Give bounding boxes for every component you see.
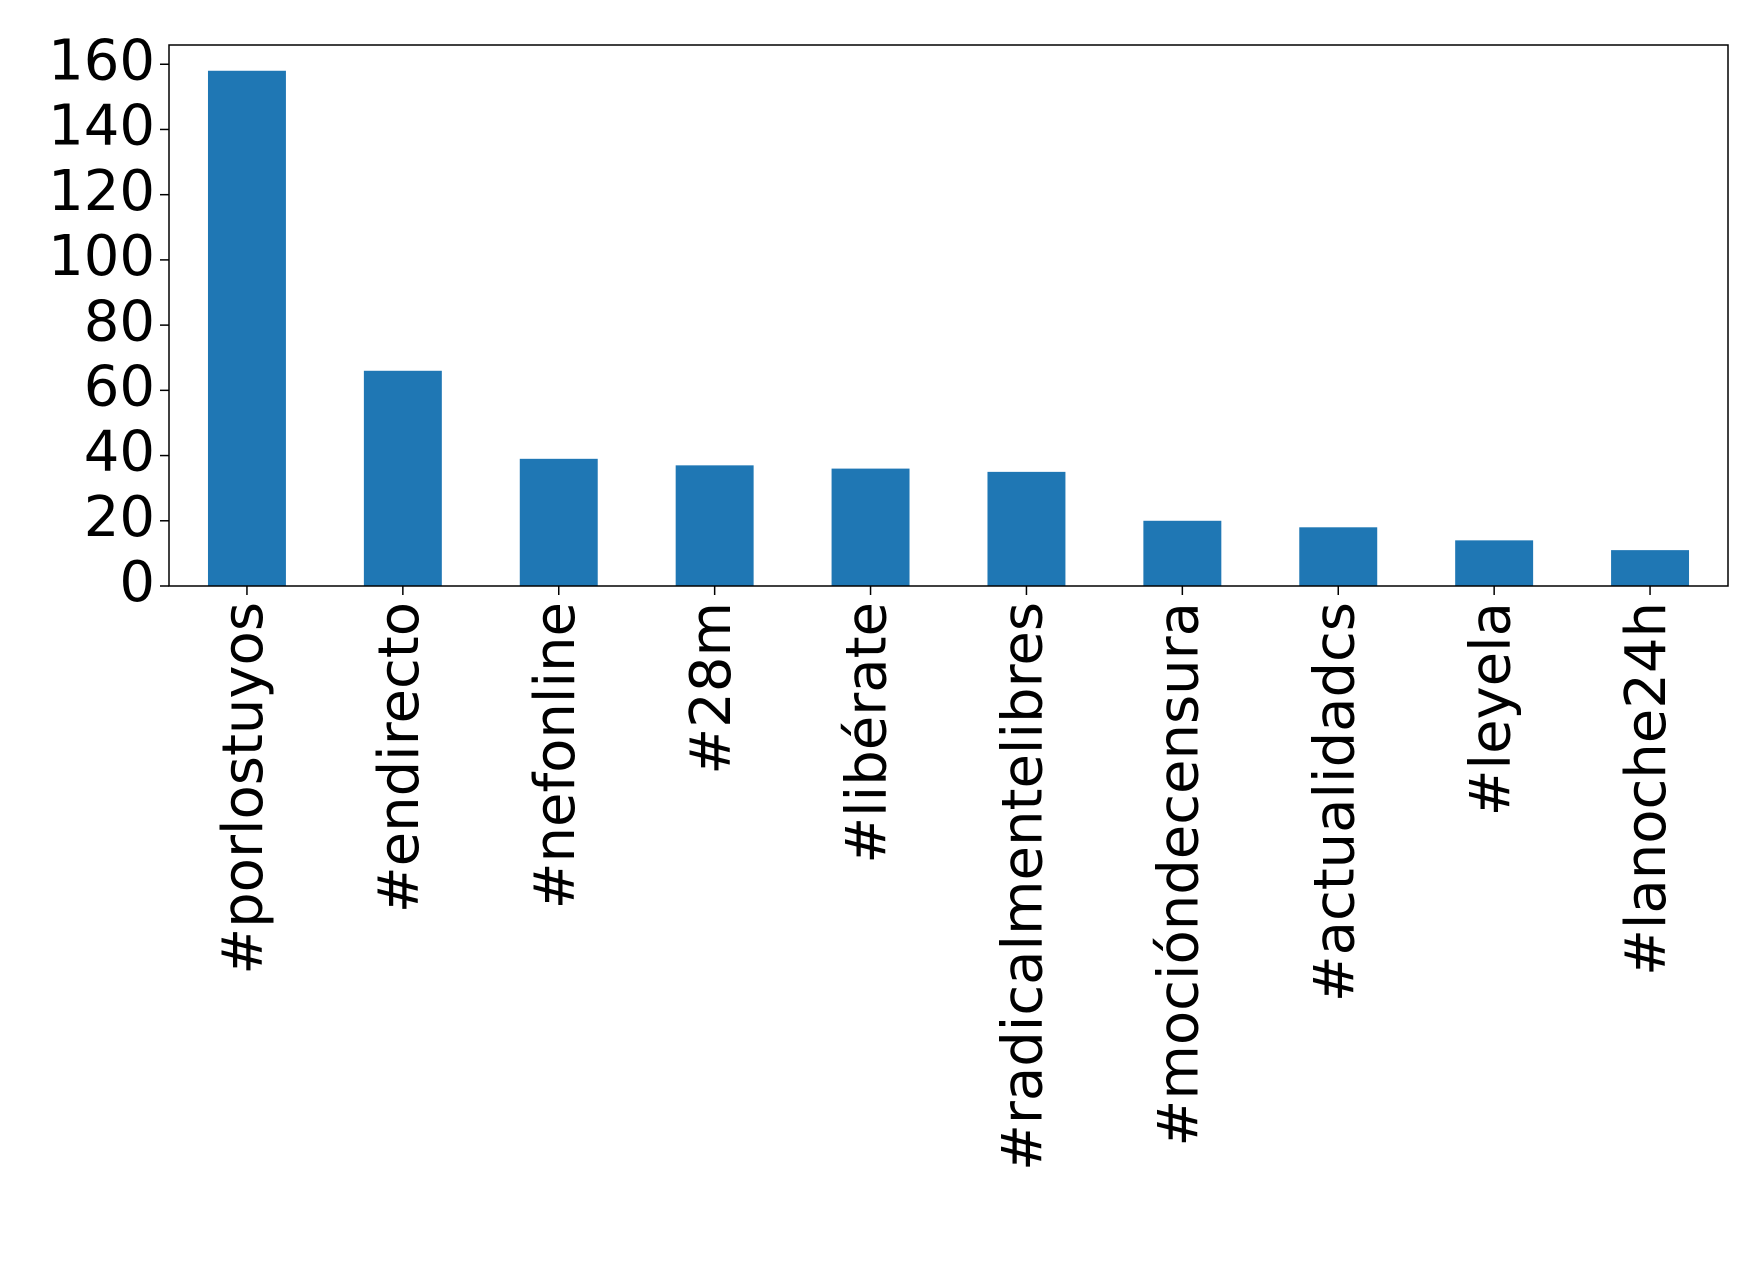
bar xyxy=(675,465,754,586)
x-tick-label: #nefonline xyxy=(523,602,588,909)
y-tick-label: 140 xyxy=(48,94,155,159)
x-tick-label: #actualidadcs xyxy=(1302,602,1367,1002)
bar xyxy=(1455,540,1534,586)
x-tick-label: #28m xyxy=(679,602,744,775)
bar xyxy=(831,468,910,586)
x-tick-label: #endirecto xyxy=(367,602,432,913)
bar xyxy=(1611,550,1690,586)
bar xyxy=(1299,527,1378,586)
bar xyxy=(363,370,442,586)
y-tick-label: 120 xyxy=(48,159,155,224)
y-tick-label: 0 xyxy=(119,550,155,615)
y-tick-label: 100 xyxy=(48,224,155,289)
bar xyxy=(519,458,598,586)
y-tick-label: 20 xyxy=(84,485,155,550)
y-tick-label: 60 xyxy=(84,354,155,419)
bar xyxy=(1143,520,1222,586)
x-tick-label: #porlostuyos xyxy=(211,602,276,975)
x-tick-label: #mocióndecensura xyxy=(1146,602,1211,1147)
y-tick-label: 80 xyxy=(84,289,155,354)
bar xyxy=(207,70,286,586)
y-tick-label: 40 xyxy=(84,420,155,485)
x-tick-label: #leyela xyxy=(1458,602,1523,816)
x-tick-label: #radicalmentelibres xyxy=(991,602,1056,1171)
x-tick-label: #libérate xyxy=(835,602,900,864)
bar xyxy=(987,471,1066,586)
x-tick-label: #lanoche24h xyxy=(1614,602,1679,976)
y-tick-label: 160 xyxy=(48,28,155,93)
plot-frame xyxy=(168,44,1729,587)
